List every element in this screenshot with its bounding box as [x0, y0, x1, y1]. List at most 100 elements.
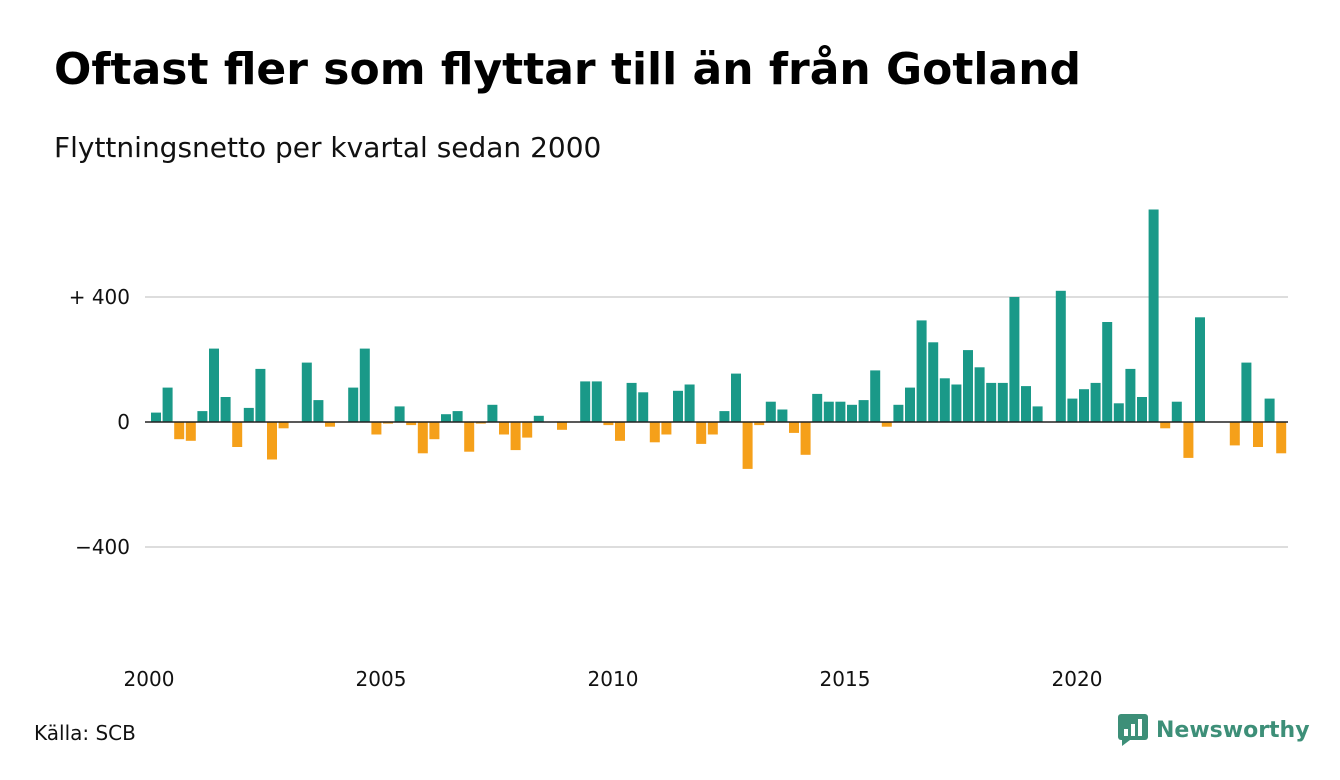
- bar-negative: [325, 422, 335, 427]
- bar-negative: [1229, 422, 1240, 446]
- bar-positive: [823, 401, 834, 422]
- bar-positive: [313, 400, 324, 422]
- bar-negative: [429, 422, 440, 440]
- bar-positive: [847, 404, 857, 422]
- bar-negative: [1253, 422, 1263, 447]
- x-tick-label: 2005: [356, 667, 407, 691]
- bar-positive: [812, 393, 823, 422]
- bar-positive: [197, 411, 208, 422]
- bar-positive: [301, 362, 312, 422]
- x-tick-label: 2015: [820, 667, 871, 691]
- bar-positive: [928, 342, 939, 422]
- bar-positive: [487, 404, 498, 422]
- bar-positive: [580, 381, 591, 422]
- bar-positive: [719, 411, 730, 422]
- bar-positive: [209, 348, 219, 422]
- bar-negative: [278, 422, 289, 429]
- bar-positive: [905, 387, 915, 422]
- chart-subtitle: Flyttningsnetto per kvartal sedan 2000: [54, 131, 602, 164]
- bar-negative: [754, 422, 765, 426]
- bar-positive: [591, 381, 602, 422]
- axes: + 400 0 −400 2000 2005 2010 2015 2020: [69, 285, 1288, 691]
- bar-positive: [151, 412, 161, 422]
- bar-positive: [684, 384, 695, 422]
- newsworthy-logo-icon: [1118, 714, 1148, 746]
- bar-negative: [185, 422, 196, 441]
- bar-positive: [1171, 401, 1182, 422]
- bar-positive: [1079, 389, 1089, 422]
- bar-chart: + 400 0 −400 2000 2005 2010 2015 2020: [69, 209, 1288, 691]
- bar-positive: [348, 387, 359, 422]
- bar-positive: [1090, 382, 1101, 422]
- bar-positive: [997, 382, 1008, 422]
- gridlines: [145, 296, 1288, 548]
- brand-name: Newsworthy: [1156, 717, 1310, 743]
- bar-positive: [626, 382, 637, 422]
- bar-negative: [499, 422, 509, 435]
- bar-positive: [1148, 209, 1159, 422]
- bar-positive: [1055, 290, 1066, 423]
- bar-negative: [522, 422, 533, 438]
- bar-positive: [394, 406, 405, 422]
- bar-positive: [162, 387, 173, 422]
- bar-positive: [1137, 397, 1147, 422]
- bar-negative: [557, 422, 567, 430]
- bar-negative: [1183, 422, 1194, 458]
- bar-positive: [1113, 403, 1124, 423]
- bar-negative: [881, 422, 892, 427]
- bar-positive: [777, 409, 788, 422]
- bar-positive: [673, 390, 683, 423]
- bar-positive: [533, 415, 544, 423]
- bar-positive: [243, 407, 254, 422]
- bar-negative: [603, 422, 614, 426]
- bar-positive: [1021, 386, 1031, 422]
- bar-negative: [696, 422, 707, 444]
- bar-positive: [963, 350, 973, 422]
- bar-negative: [371, 422, 382, 435]
- bar-positive: [1032, 406, 1043, 422]
- bar-negative: [232, 422, 243, 447]
- bar-positive: [916, 320, 927, 422]
- bars: [151, 209, 1287, 469]
- bar-positive: [858, 400, 869, 422]
- y-tick-label: −400: [75, 535, 130, 559]
- bar-positive: [731, 373, 741, 422]
- bar-positive: [441, 414, 451, 422]
- bar-positive: [765, 401, 776, 422]
- brand-logo: Newsworthy: [1118, 714, 1310, 746]
- bar-positive: [986, 382, 997, 422]
- x-tick-label: 2000: [124, 667, 175, 691]
- bar-negative: [267, 422, 277, 460]
- bar-positive: [1195, 317, 1205, 422]
- chart-title: Oftast fler som flyttar till än från Got…: [54, 44, 1082, 95]
- bar-negative: [615, 422, 625, 441]
- bar-positive: [638, 392, 649, 422]
- bar-positive: [1241, 362, 1252, 422]
- x-tick-label: 2010: [588, 667, 639, 691]
- bar-positive: [220, 397, 231, 422]
- bar-negative: [800, 422, 811, 455]
- bar-negative: [406, 422, 417, 426]
- bar-negative: [475, 422, 486, 424]
- bar-negative: [174, 422, 185, 440]
- bar-positive: [359, 348, 370, 422]
- bar-negative: [1276, 422, 1287, 454]
- bar-negative: [742, 422, 753, 469]
- bar-negative: [464, 422, 475, 452]
- bar-negative: [417, 422, 428, 454]
- bar-negative: [383, 422, 393, 424]
- bar-negative: [649, 422, 660, 443]
- bar-positive: [1067, 398, 1078, 422]
- bar-negative: [707, 422, 718, 435]
- bar-positive: [951, 384, 962, 422]
- bar-positive: [452, 411, 463, 422]
- bar-negative: [661, 422, 672, 435]
- bar-positive: [893, 404, 904, 422]
- bar-positive: [1102, 322, 1113, 422]
- bar-positive: [1264, 398, 1275, 422]
- bar-positive: [939, 378, 950, 423]
- bar-positive: [1009, 297, 1020, 422]
- y-tick-label: 0: [117, 410, 130, 434]
- bar-negative: [1160, 422, 1171, 429]
- source-label: Källa: SCB: [34, 721, 136, 745]
